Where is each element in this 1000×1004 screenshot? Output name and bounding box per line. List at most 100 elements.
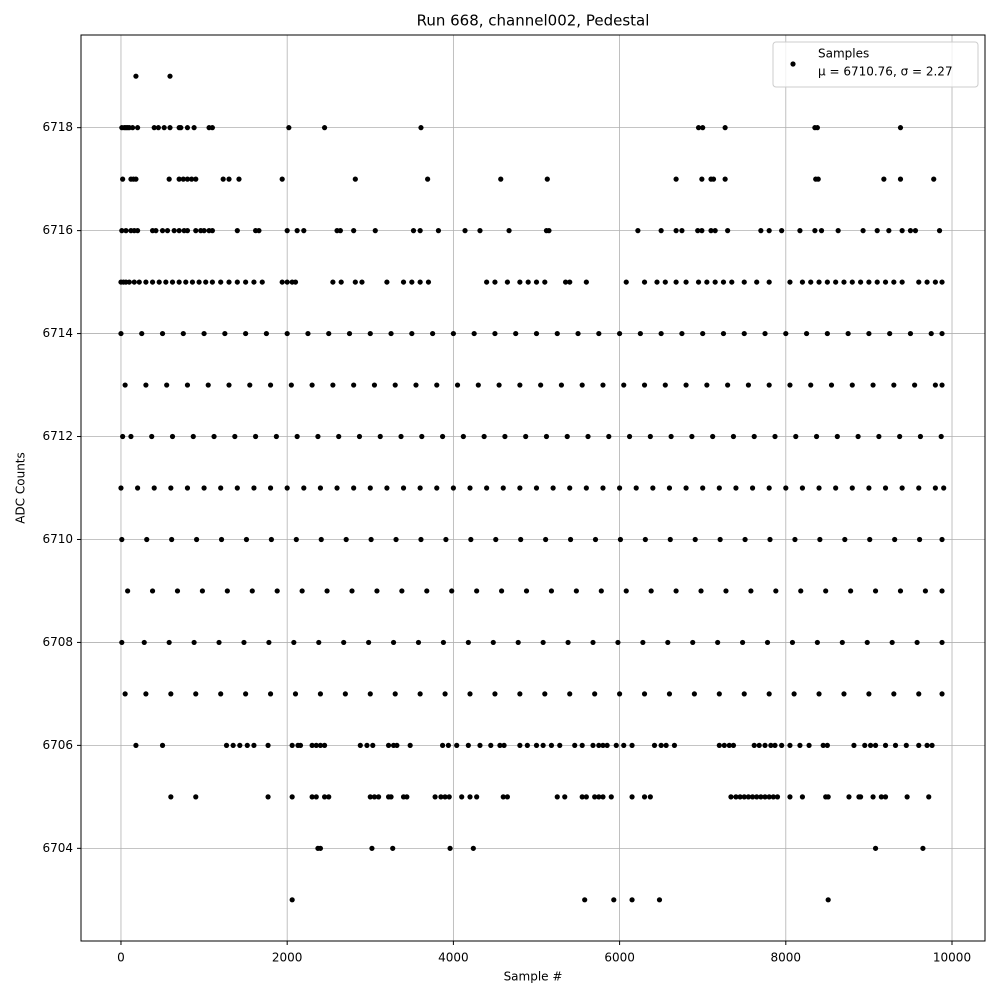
point: [292, 279, 299, 285]
point: [523, 588, 530, 594]
point: [168, 794, 174, 800]
point: [604, 742, 610, 748]
point: [716, 691, 722, 697]
point: [351, 382, 357, 388]
point: [244, 742, 250, 748]
point: [916, 691, 922, 697]
point: [683, 382, 689, 388]
point: [435, 228, 442, 234]
point: [808, 382, 814, 388]
point: [772, 742, 778, 748]
point: [886, 228, 892, 234]
point: [783, 330, 789, 337]
point: [525, 279, 531, 285]
point: [596, 742, 602, 748]
point: [398, 433, 404, 440]
point: [882, 742, 889, 748]
point: [914, 639, 920, 646]
point: [862, 742, 868, 748]
legend-annotation: μ = 6710.76, σ = 2.27: [818, 65, 953, 79]
point: [321, 794, 328, 800]
point: [592, 794, 598, 800]
point: [149, 588, 156, 594]
point: [882, 794, 889, 800]
point: [932, 279, 938, 285]
point: [712, 228, 718, 234]
point: [866, 485, 872, 491]
point: [596, 794, 602, 800]
point: [434, 485, 440, 491]
point: [540, 639, 546, 646]
point: [357, 742, 363, 748]
point: [870, 794, 876, 800]
point: [665, 639, 671, 646]
point: [812, 228, 818, 234]
point: [377, 433, 383, 440]
point: [184, 228, 191, 234]
point: [425, 176, 431, 182]
point: [907, 228, 914, 234]
point: [857, 794, 864, 800]
y-axis-label: ADC Counts: [14, 452, 28, 524]
point: [899, 279, 905, 285]
point: [766, 228, 772, 234]
point: [600, 742, 606, 748]
point: [683, 279, 689, 285]
point: [647, 433, 653, 440]
point: [193, 228, 199, 234]
point: [912, 382, 918, 388]
marks: [118, 73, 947, 903]
point: [467, 794, 473, 800]
point: [773, 588, 779, 594]
point: [500, 485, 506, 491]
point: [439, 433, 446, 440]
point: [390, 639, 397, 646]
point: [498, 176, 504, 182]
point: [297, 742, 304, 748]
point: [216, 639, 222, 646]
point: [654, 279, 660, 285]
point: [284, 228, 290, 234]
point: [449, 588, 455, 594]
point: [159, 228, 166, 234]
point: [767, 536, 773, 543]
point: [730, 433, 737, 440]
point: [284, 485, 290, 491]
point: [704, 382, 710, 388]
point: [787, 382, 793, 388]
point: [691, 691, 697, 697]
point: [590, 742, 596, 748]
point: [798, 588, 804, 594]
point: [454, 382, 461, 388]
point: [417, 485, 423, 491]
point: [708, 228, 714, 234]
point: [897, 433, 903, 440]
point: [616, 485, 623, 491]
point: [459, 794, 465, 800]
point: [848, 588, 854, 594]
point: [931, 176, 937, 182]
point: [273, 433, 279, 440]
point: [598, 588, 604, 594]
point: [118, 330, 124, 337]
point: [288, 382, 294, 388]
point: [916, 279, 922, 285]
point: [450, 330, 456, 337]
point: [721, 742, 727, 748]
point: [385, 742, 392, 748]
point: [440, 639, 447, 646]
point: [234, 485, 240, 491]
point: [342, 691, 348, 697]
point: [159, 330, 166, 337]
point: [267, 691, 274, 697]
point: [749, 794, 756, 800]
point: [939, 639, 945, 646]
point: [309, 742, 315, 748]
point: [467, 691, 473, 697]
point: [567, 485, 573, 491]
point: [337, 228, 343, 234]
point: [698, 588, 704, 594]
point: [317, 691, 324, 697]
point: [289, 742, 295, 748]
point: [565, 639, 571, 646]
